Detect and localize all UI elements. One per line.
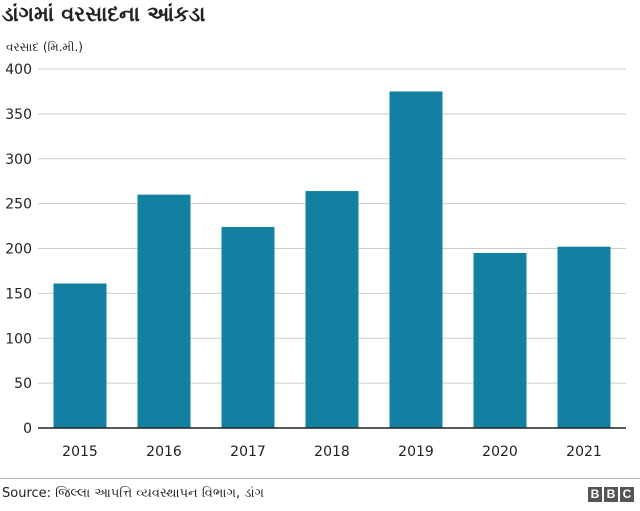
bar-2017 [221,226,275,428]
bar-2015 [53,283,107,428]
x-tick-label-2017: 2017 [230,444,266,460]
y-tick-label-150: 150 [5,286,32,302]
bar-2019 [389,91,443,428]
bbc-logo: B B C [588,487,634,502]
x-tick-label-2016: 2016 [146,444,182,460]
bar-2018 [305,191,359,428]
y-tick-label-250: 250 [5,197,32,213]
y-tick-label-400: 400 [5,62,32,78]
footer-divider [0,478,640,479]
x-tick-label-2019: 2019 [398,444,434,460]
bar-chart: 0 50 100 150 200 250 300 350 400 2015 2016 2017 2018… [5,62,626,460]
y-tick-label-50: 50 [14,376,32,392]
bar-2016 [137,194,191,428]
x-tick-label-2018: 2018 [314,444,350,460]
y-tick-label-100: 100 [5,331,32,347]
x-tick-label-2021: 2021 [566,444,602,460]
y-tick-label-350: 350 [5,107,32,123]
bbc-logo-letter-2: B [604,487,618,502]
y-tick-label-0: 0 [23,421,32,437]
bbc-logo-letter-1: B [588,487,602,502]
x-tick-label-2015: 2015 [62,444,98,460]
bbc-logo-letter-3: C [620,487,634,502]
source-note: Source: જિલ્લા આપત્તિ વ્યવસ્થાપન વિભાગ, … [2,486,265,501]
y-tick-label-200: 200 [5,242,32,258]
chart-title: ડાંગમાં વરસાદના આંકડા [2,2,206,26]
bar-2021 [557,246,611,428]
y-tick-label-300: 300 [5,152,32,168]
y-axis-label: વરસાદ (મિ.મી.) [6,40,83,54]
x-tick-label-2020: 2020 [482,444,518,460]
bar-2020 [473,252,527,428]
